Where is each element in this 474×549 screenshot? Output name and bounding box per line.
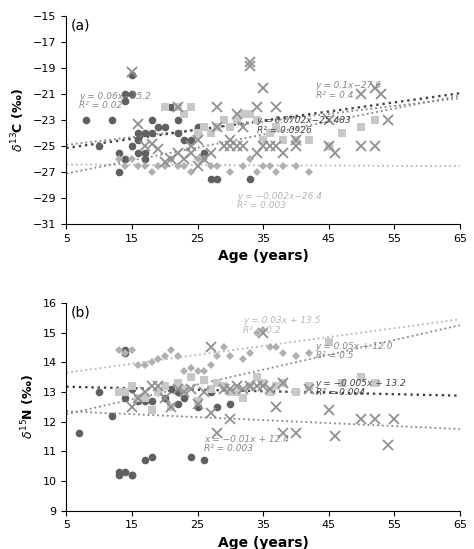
Text: R² = 0.2: R² = 0.2: [244, 326, 281, 335]
Text: y = 0.05x + 12.0: y = 0.05x + 12.0: [316, 341, 393, 350]
Text: R² = 0.004: R² = 0.004: [316, 388, 365, 397]
Text: x = −0.01x + 12.4: x = −0.01x + 12.4: [204, 435, 289, 444]
Y-axis label: $\delta^{15}$N (‰): $\delta^{15}$N (‰): [19, 374, 37, 439]
X-axis label: Age (years): Age (years): [218, 249, 309, 264]
Y-axis label: $\delta^{13}$C (‰): $\delta^{13}$C (‰): [10, 88, 27, 152]
Text: (b): (b): [70, 305, 90, 319]
Text: R² = 0.0926: R² = 0.0926: [256, 126, 311, 135]
Text: y = −0.002x−26.4: y = −0.002x−26.4: [237, 192, 322, 200]
Text: R² = 0.02: R² = 0.02: [80, 101, 123, 110]
Text: y = 0.1x−27.6: y = 0.1x−27.6: [316, 81, 382, 91]
X-axis label: Age (years): Age (years): [218, 536, 309, 549]
Text: R² = 0.003: R² = 0.003: [204, 444, 253, 453]
Text: y = 0.0702x−25.483: y = 0.0702x−25.483: [256, 116, 351, 125]
Text: R² = 0.4: R² = 0.4: [316, 91, 353, 100]
Text: R² = 0.003: R² = 0.003: [237, 201, 286, 210]
Text: y = −0.005x + 13.2: y = −0.005x + 13.2: [316, 379, 406, 388]
Text: (a): (a): [70, 19, 90, 32]
Text: y = 0.06x−25.2: y = 0.06x−25.2: [80, 92, 151, 100]
Text: R² = 0.5: R² = 0.5: [316, 351, 353, 360]
Text: y = 0.03x + 13.5: y = 0.03x + 13.5: [244, 316, 321, 326]
